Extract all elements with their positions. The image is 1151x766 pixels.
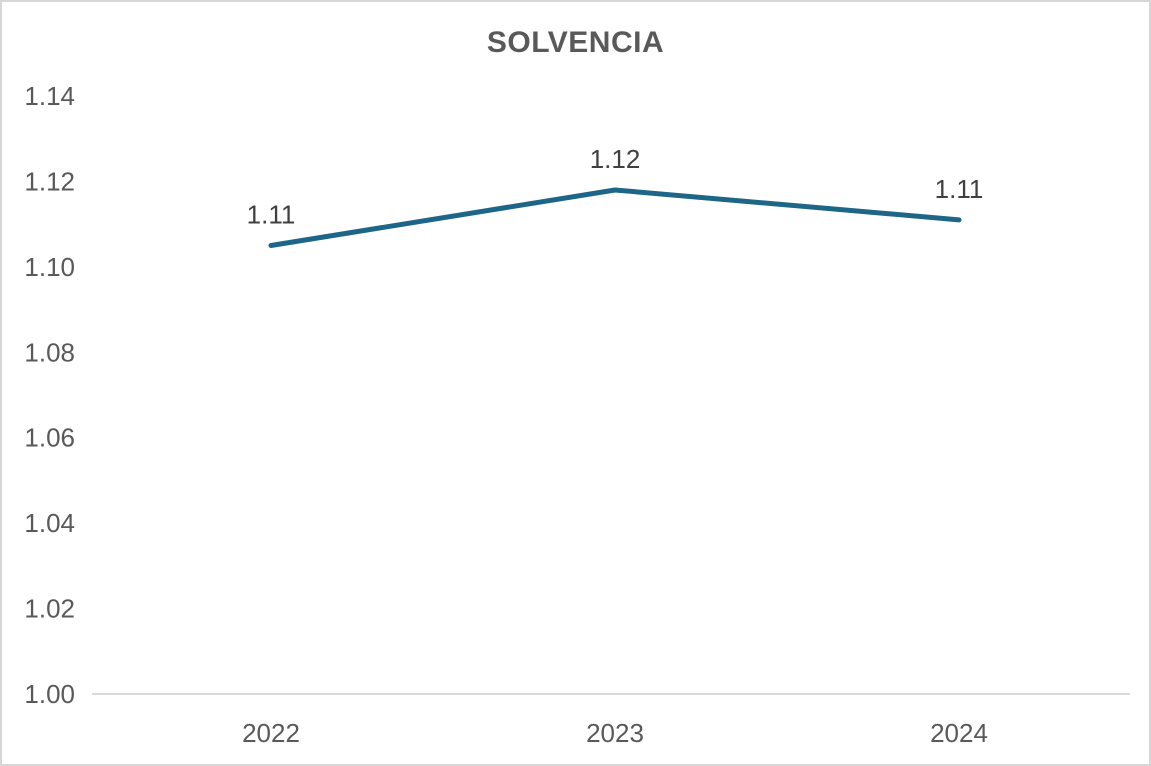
x-tick-label: 2022	[242, 718, 300, 748]
data-label: 1.12	[590, 144, 641, 174]
y-tick-label: 1.10	[24, 252, 75, 282]
y-tick-label: 1.08	[24, 337, 75, 367]
chart-title: SOLVENCIA	[486, 26, 665, 59]
y-tick-label: 1.02	[24, 594, 75, 624]
data-label: 1.11	[247, 200, 296, 230]
x-tick-label: 2024	[930, 718, 988, 748]
y-tick-label: 1.06	[24, 423, 75, 453]
series-line	[268, 187, 962, 248]
y-tick-label: 1.04	[24, 508, 75, 538]
x-tick-label: 2023	[586, 718, 644, 748]
y-tick-label: 1.12	[24, 166, 75, 196]
y-tick-label: 1.00	[24, 679, 75, 709]
y-tick-label: 1.14	[24, 81, 75, 111]
data-label: 1.11	[935, 174, 984, 204]
